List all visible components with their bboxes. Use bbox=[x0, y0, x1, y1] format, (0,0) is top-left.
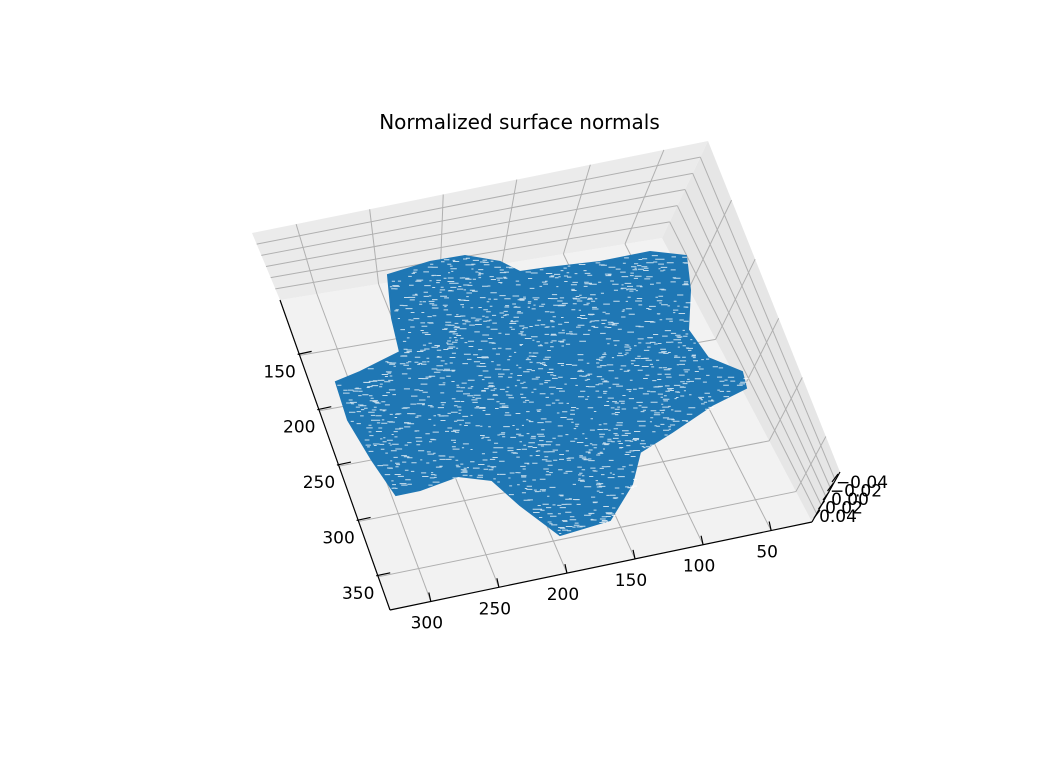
y-tick-label-100: 100 bbox=[683, 557, 715, 577]
back-wall-pane bbox=[252, 141, 708, 300]
x-tick-300 bbox=[356, 516, 371, 522]
grid-wall-z-side-4 bbox=[699, 156, 836, 481]
z-tick-0 bbox=[831, 473, 839, 483]
y-tick-100 bbox=[700, 535, 704, 545]
x-axis-line bbox=[279, 299, 391, 611]
z-tick-1 bbox=[827, 482, 834, 492]
grid-line-x-350 bbox=[378, 491, 797, 578]
grid-wall-z-side-2 bbox=[684, 189, 827, 498]
z-tick-label-0: −0.04 bbox=[836, 473, 888, 493]
x-tick-label-350: 350 bbox=[342, 584, 374, 604]
y-tick-label-150: 150 bbox=[615, 571, 647, 591]
x-tick-label-150: 150 bbox=[263, 362, 295, 382]
y-tick-50 bbox=[768, 521, 772, 531]
y-tick-300 bbox=[428, 592, 432, 602]
z-tick-label-1: −0.02 bbox=[830, 482, 882, 502]
chart-title: Normalized surface normals bbox=[379, 110, 660, 134]
y-tick-label-250: 250 bbox=[479, 599, 511, 619]
z-tick-label-2: 0.00 bbox=[831, 490, 869, 510]
x-tick-200 bbox=[317, 406, 332, 411]
x-tick-350 bbox=[376, 572, 391, 577]
x-tick-150 bbox=[297, 350, 312, 355]
normals-highlights bbox=[337, 255, 749, 534]
y-tick-label-300: 300 bbox=[411, 613, 443, 633]
grid-wall-z-side-1 bbox=[676, 205, 822, 506]
grid-wall-z-back-4 bbox=[256, 156, 701, 245]
z-tick-label-4: 0.04 bbox=[819, 507, 857, 527]
x-tick-250 bbox=[336, 461, 352, 466]
grid-wall-z-back-1 bbox=[270, 205, 678, 279]
tick-labels: 150 200 250 300 350 300 250 200 150 100 50 −0.04−0.… bbox=[263, 362, 888, 633]
y-tick-label-200: 200 bbox=[547, 585, 579, 605]
y-tick-label-50: 50 bbox=[756, 543, 778, 563]
y-tick-150 bbox=[632, 549, 636, 560]
x-tick-label-200: 200 bbox=[283, 418, 315, 438]
z-tick-3 bbox=[818, 500, 825, 510]
y-tick-200 bbox=[564, 563, 568, 574]
grid-wall-z-back-3 bbox=[261, 172, 693, 256]
normals-surface bbox=[334, 250, 749, 537]
x-tick-label-250: 250 bbox=[303, 473, 335, 493]
axis-lines bbox=[279, 299, 841, 611]
grid-wall-z-back-2 bbox=[265, 189, 686, 267]
y-tick-250 bbox=[496, 578, 500, 588]
z-tick-4 bbox=[813, 509, 821, 519]
grid-wall-z-side-3 bbox=[692, 173, 832, 489]
z-tick-label-3: 0.02 bbox=[825, 499, 863, 519]
z-tick-2 bbox=[822, 491, 830, 501]
x-tick-label-300: 300 bbox=[322, 528, 354, 548]
grid-wall-z-back-0 bbox=[275, 221, 670, 290]
grid-wall-z-side-0 bbox=[669, 221, 818, 514]
y-axis-line bbox=[389, 521, 813, 611]
